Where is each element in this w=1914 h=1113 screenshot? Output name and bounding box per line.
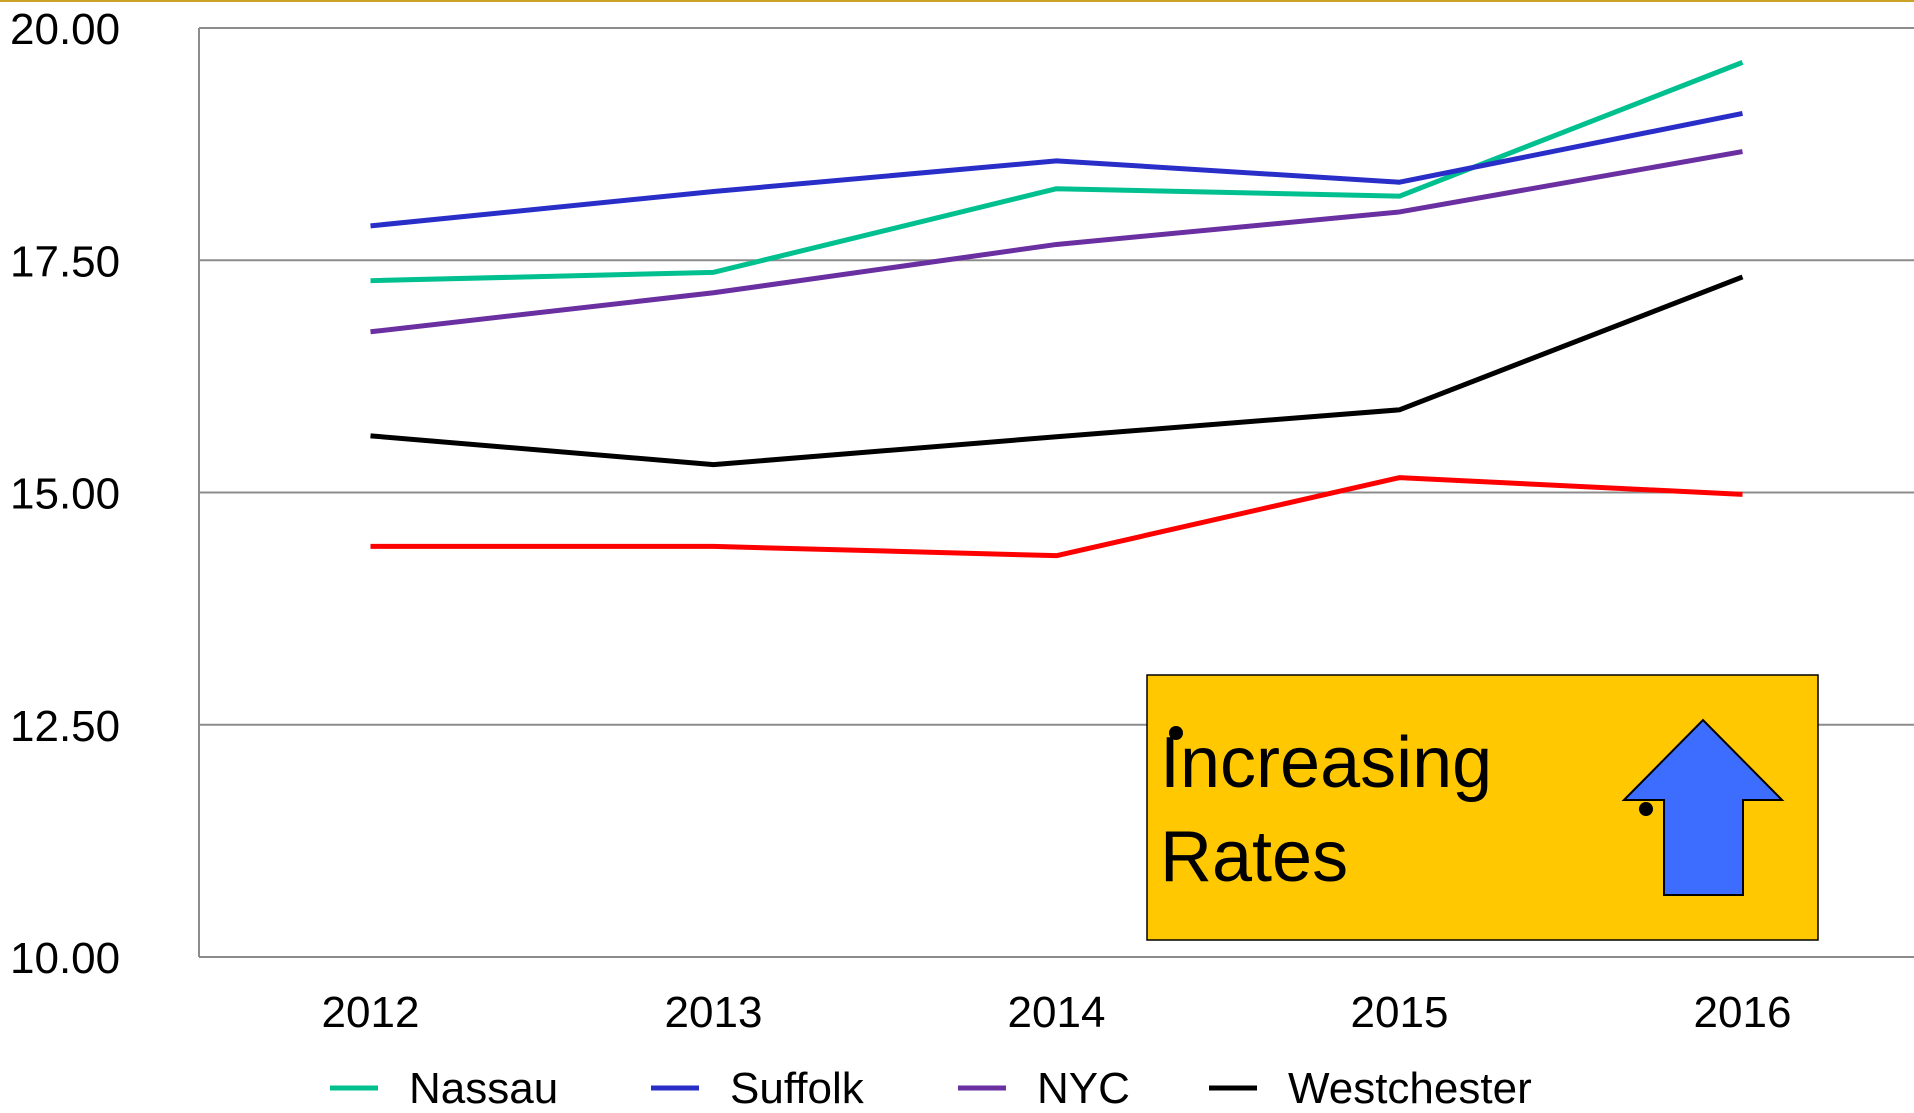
grid: 10.00 12.50 15.00 17.50 20.00 2012 2013 2014 201… [10,5,1914,1037]
legend-label: Suffolk [730,1064,865,1113]
annotation-text: Rates [1160,817,1348,897]
y-tick-label: 12.50 [10,702,120,751]
x-tick-label: 2012 [322,988,420,1037]
x-tick-label: 2015 [1351,988,1449,1037]
y-tick-label: 20.00 [10,5,120,54]
annotation-text: Increasing [1160,723,1492,803]
x-tick-label: 2016 [1694,988,1792,1037]
series-line [370,111,1743,229]
legend-label: Nassau [409,1064,558,1113]
series-line [370,475,1743,559]
y-tick-label: 17.50 [10,237,120,286]
annotation-box: Increasing Rates [1146,674,1819,941]
y-tick-label: 15.00 [10,470,120,519]
lines [370,60,1744,559]
bullet [1639,802,1653,816]
x-tick-label: 2014 [1008,988,1106,1037]
legend-label: Westchester [1288,1064,1532,1113]
up-arrow [1621,718,1785,896]
x-tick-label: 2013 [665,988,763,1037]
series-line [370,149,1743,335]
series-line [370,274,1744,468]
series-line [370,60,1744,284]
legend: Nassau Suffolk NYC Westchester [330,1064,1532,1113]
legend-label: NYC [1037,1064,1130,1113]
bullet [1169,726,1183,740]
y-tick-label: 10.00 [10,934,120,983]
